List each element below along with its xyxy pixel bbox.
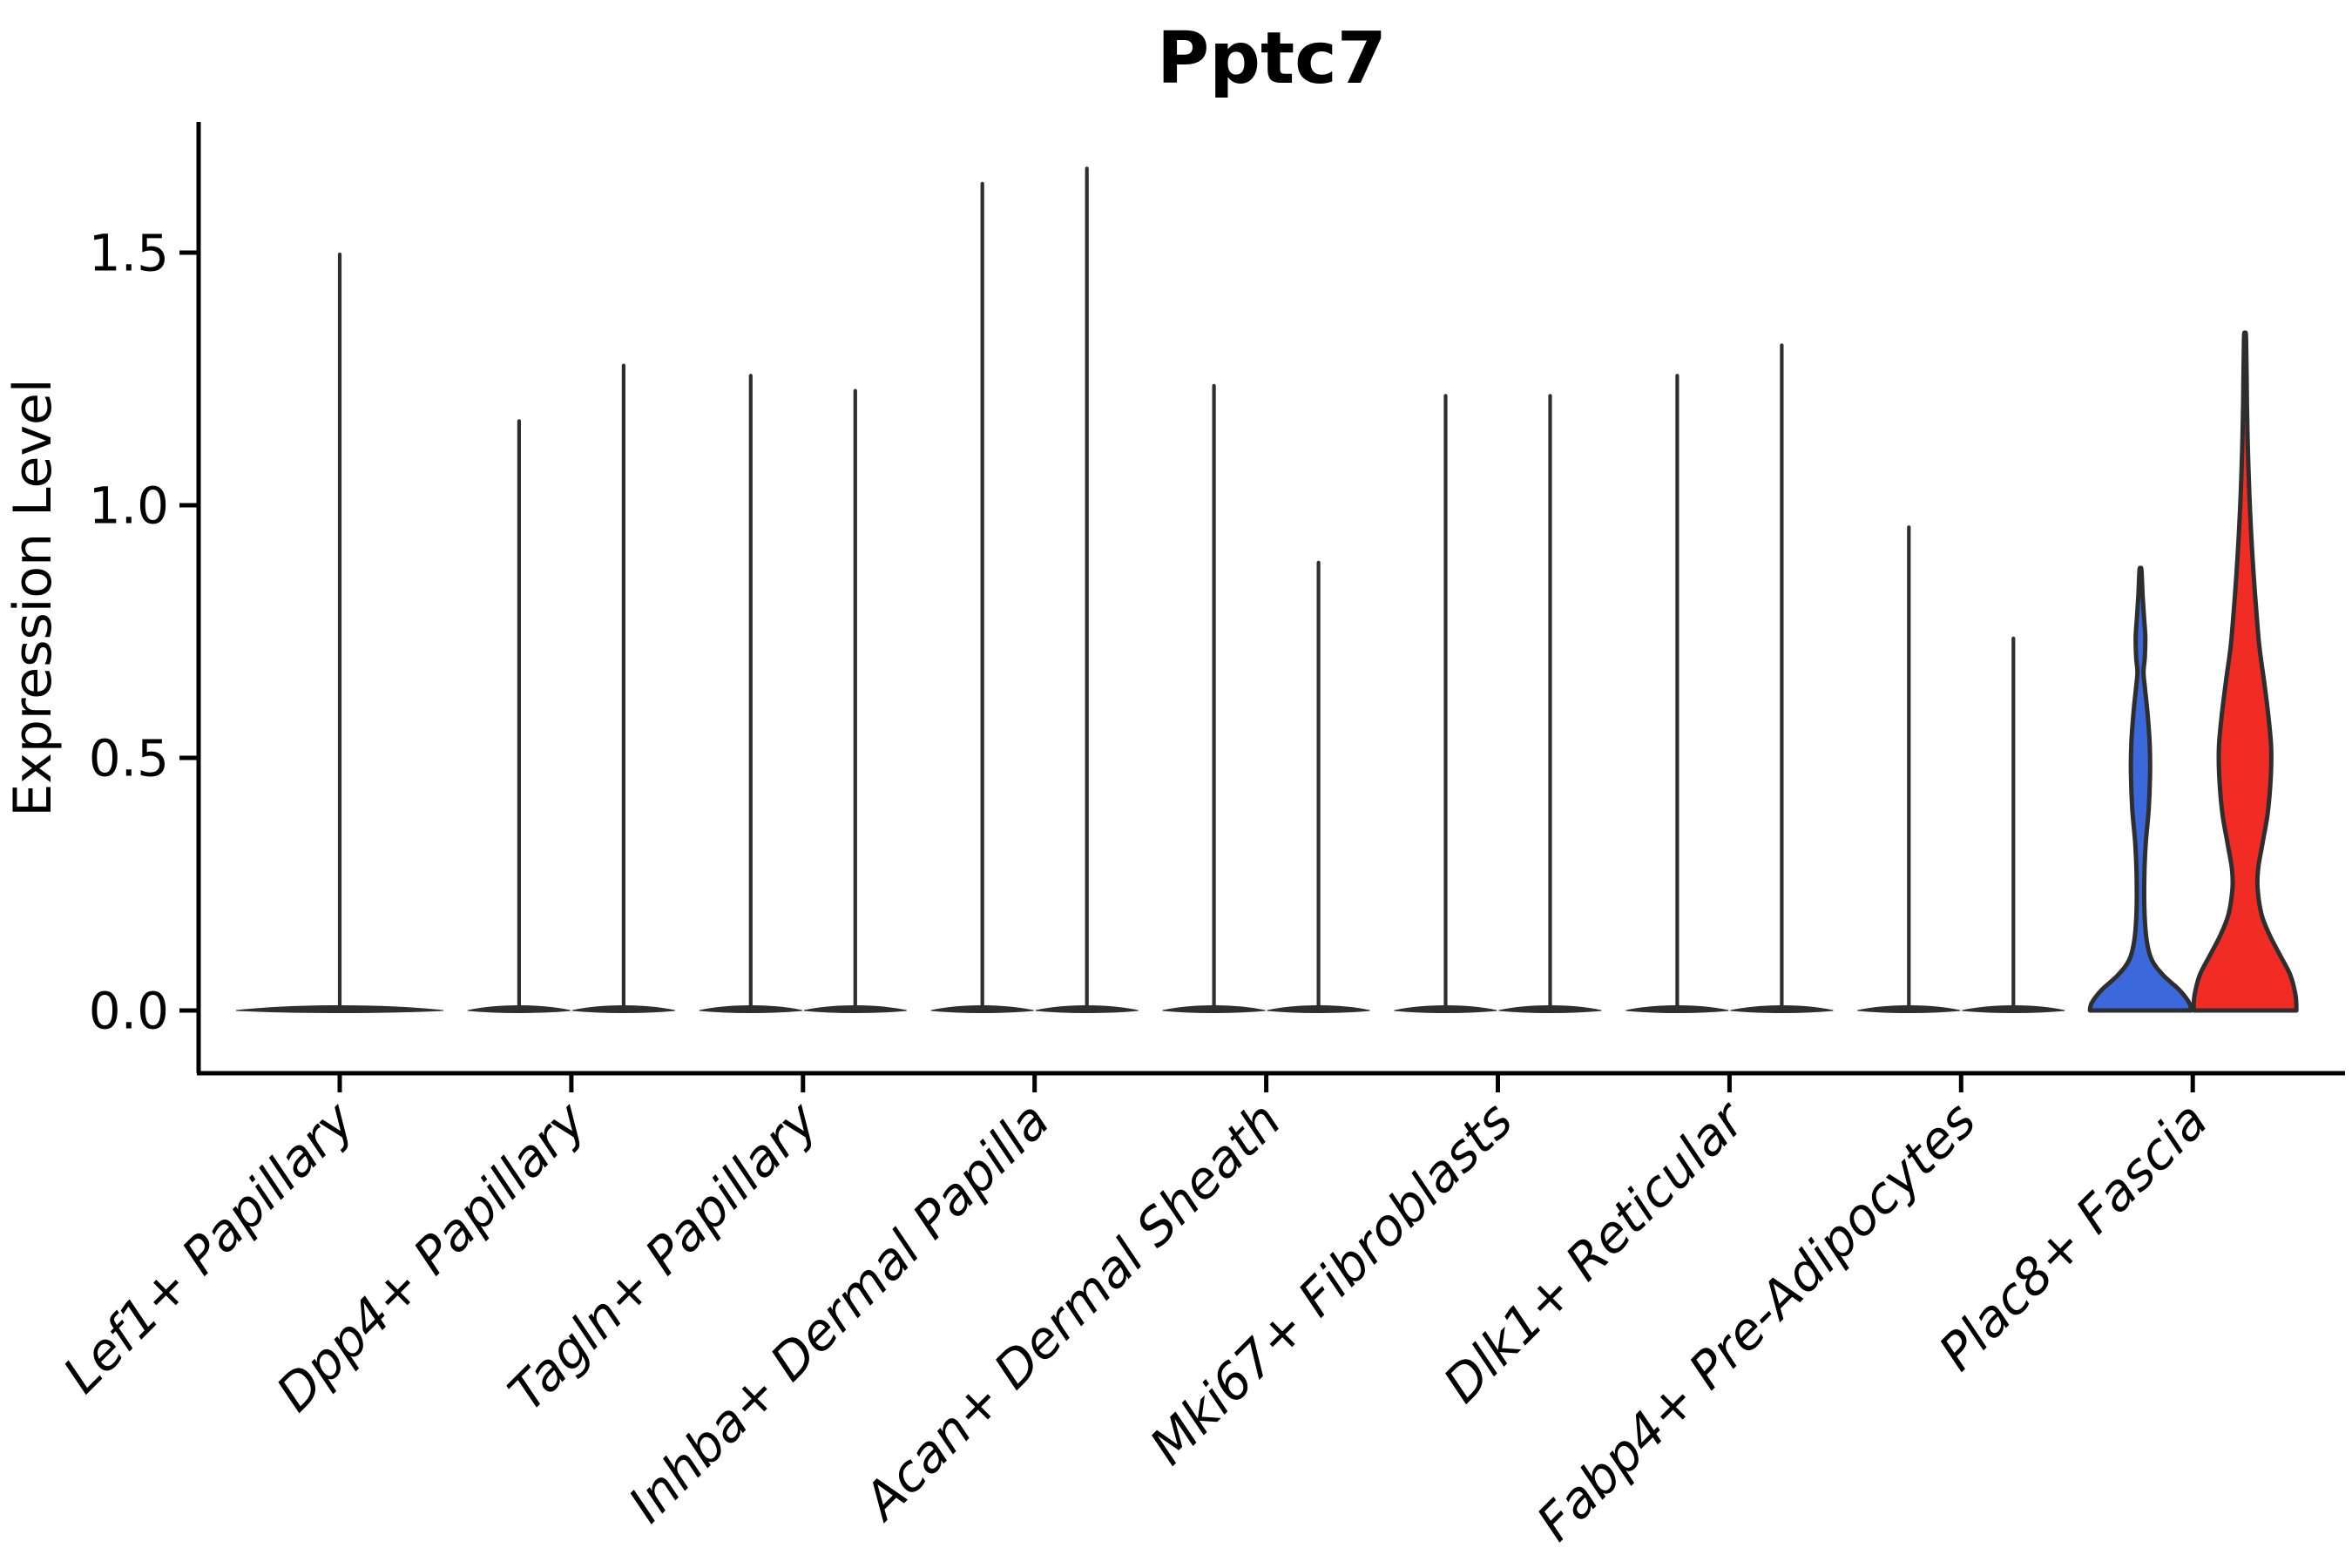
violin-base	[1162, 1004, 1266, 1014]
violin-base	[1267, 1004, 1370, 1014]
y-tick-label: 0.5	[89, 728, 169, 787]
y-tick-label: 1.0	[89, 476, 169, 535]
violin-base	[1625, 1004, 1729, 1014]
violin-base	[1962, 1004, 2065, 1014]
violin-base	[930, 1004, 1034, 1014]
x-category-label: Fabp4+ Pre-Adipocytes	[1525, 1091, 1987, 1552]
violin-base	[1857, 1004, 1961, 1014]
violin-base	[467, 1004, 571, 1014]
violin-base	[1035, 1004, 1139, 1014]
y-tick-label: 0.0	[89, 981, 169, 1040]
violin-shape	[2087, 565, 2193, 1013]
violin-base	[803, 1004, 907, 1014]
y-axis-label: Expression Level	[3, 378, 64, 816]
y-tick-label: 1.5	[89, 223, 169, 282]
x-category-label: Inhba+ Dermal Papilla	[617, 1091, 1060, 1534]
violin-base	[571, 1004, 676, 1014]
axes-group	[179, 122, 2345, 1092]
violin-base	[1498, 1004, 1602, 1014]
x-category-label: Acan+ Dermal Sheath	[850, 1091, 1293, 1533]
violins-group	[235, 166, 2299, 1014]
violin-shape	[2191, 330, 2299, 1013]
chart-title: Pptc7	[1157, 17, 1387, 100]
violin-base	[235, 1004, 444, 1014]
violin-base	[699, 1004, 802, 1014]
violin-base	[1394, 1004, 1497, 1014]
violin-base	[1730, 1004, 1834, 1014]
